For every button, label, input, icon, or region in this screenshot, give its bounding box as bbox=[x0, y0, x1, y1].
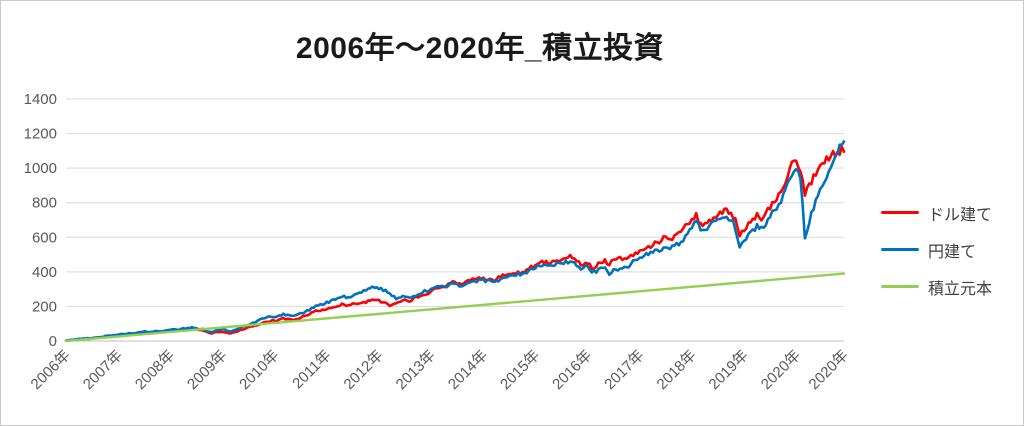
x-tick-label: 2017年 bbox=[601, 347, 647, 393]
legend-item-principal: 積立元本 bbox=[881, 268, 1021, 305]
x-tick-label: 2016年 bbox=[549, 347, 595, 393]
x-tick-label: 2012年 bbox=[341, 347, 387, 393]
x-tick-label: 2007年 bbox=[80, 347, 126, 393]
x-tick-label: 2010年 bbox=[236, 347, 282, 393]
dollar-series-swatch-icon bbox=[881, 211, 919, 214]
x-tick-label: 2020年 bbox=[806, 347, 852, 393]
legend-item-yen: 円建て bbox=[881, 231, 1021, 268]
y-tick-label: 1000 bbox=[24, 160, 57, 177]
x-tick-label: 2013年 bbox=[393, 347, 439, 393]
x-tick-label: 2009年 bbox=[184, 347, 230, 393]
x-tick-label: 2011年 bbox=[289, 347, 334, 392]
y-tick-label: 1400 bbox=[24, 91, 57, 108]
y-tick-label: 800 bbox=[32, 195, 57, 212]
chart-title: 2006年～2020年_積立投資 bbox=[295, 32, 665, 65]
y-tick-label: 400 bbox=[32, 264, 57, 281]
x-tick-label: 2019年 bbox=[706, 347, 752, 393]
yen-series-swatch-icon bbox=[881, 248, 919, 251]
x-tick-label: 2020年 bbox=[758, 347, 804, 393]
y-tick-label: 600 bbox=[32, 229, 57, 246]
x-tick-label: 2006年 bbox=[28, 347, 74, 393]
legend-label-dollar: ドル建て bbox=[928, 206, 993, 224]
y-tick-label: 0 bbox=[49, 333, 57, 350]
x-tick-label: 2008年 bbox=[132, 347, 178, 393]
chart-legend: ドル建て 円建て 積立元本 bbox=[881, 194, 1021, 305]
series-line-0 bbox=[64, 145, 846, 343]
legend-label-yen: 円建て bbox=[928, 243, 977, 261]
series-line-2 bbox=[64, 272, 846, 343]
x-tick-label: 2015年 bbox=[497, 347, 543, 393]
y-tick-label: 200 bbox=[32, 298, 57, 315]
legend-item-dollar: ドル建て bbox=[881, 194, 1021, 231]
x-tick-label: 2014年 bbox=[445, 347, 491, 393]
principal-series-swatch-icon bbox=[881, 285, 919, 288]
legend-label-principal: 積立元本 bbox=[928, 280, 993, 298]
y-tick-label: 1200 bbox=[24, 126, 57, 143]
x-tick-label: 2018年 bbox=[654, 347, 700, 393]
series-line-1 bbox=[64, 140, 846, 342]
